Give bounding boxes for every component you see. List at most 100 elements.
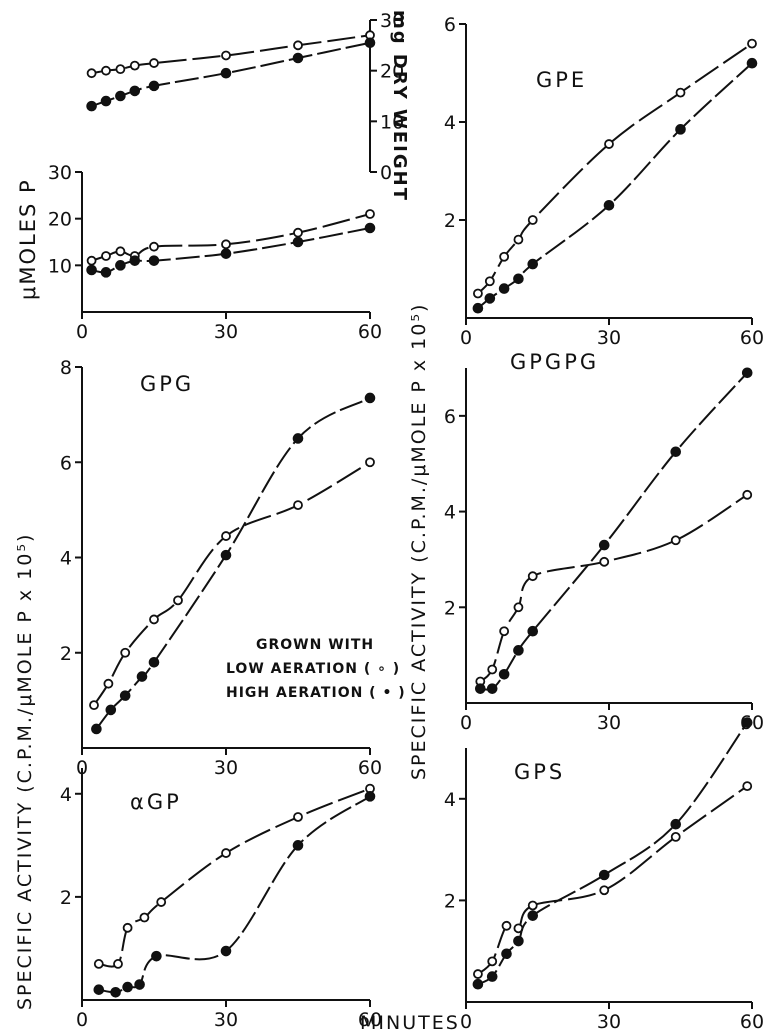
- umoles_p-point-high-aeration: [116, 261, 126, 271]
- agp-point-high-aeration: [123, 982, 133, 992]
- agp-point-high-aeration: [111, 987, 121, 997]
- agp-point-high-aeration: [221, 946, 231, 956]
- gpg-point-high-aeration: [92, 724, 102, 734]
- gpe-point-low-aeration: [474, 290, 482, 298]
- gpe-point-high-aeration: [604, 201, 614, 211]
- dry_weight-point-high-aeration: [365, 38, 375, 48]
- gps-point-high-aeration: [671, 819, 681, 829]
- gpe-point-high-aeration: [473, 303, 483, 313]
- gpg-point-low-aeration: [150, 615, 158, 623]
- gpg-point-low-aeration: [222, 532, 230, 540]
- agp-x-tick-label: 30: [214, 1009, 238, 1031]
- gpgpg-point-high-aeration: [514, 646, 524, 656]
- gps-point-low-aeration: [488, 957, 496, 965]
- gpe-point-low-aeration: [486, 277, 494, 285]
- umoles_p-y-tick-label: 20: [48, 209, 72, 231]
- gpe-x-tick-label: 0: [460, 327, 472, 349]
- gpgpg-y-tick-label: 4: [444, 502, 456, 524]
- gpgpg-point-low-aeration: [500, 627, 508, 635]
- agp-point-high-aeration: [152, 951, 162, 961]
- gps-point-high-aeration: [528, 911, 538, 921]
- dry_weight-point-low-aeration: [116, 65, 124, 73]
- umoles_p-point-low-aeration: [366, 210, 374, 218]
- umoles_p-point-low-aeration: [222, 240, 230, 248]
- umoles_p-point-high-aeration: [101, 268, 111, 278]
- umoles_p-x-tick-label: 30: [214, 321, 238, 343]
- gpg-point-low-aeration: [294, 501, 302, 509]
- gps-y-tick-label: 4: [444, 789, 456, 811]
- gpg-series-line-high-aeration: [96, 398, 370, 729]
- umoles_p-x-tick-label: 60: [358, 321, 382, 343]
- umoles_p-point-low-aeration: [294, 229, 302, 237]
- gpe-point-high-aeration: [528, 259, 538, 269]
- gps-point-low-aeration: [743, 782, 751, 790]
- gpg-x-tick-label: 60: [358, 757, 382, 779]
- gpgpg-x-tick-label: 0: [460, 712, 472, 734]
- umoles_p-point-high-aeration: [149, 256, 159, 266]
- gpg-point-low-aeration: [90, 701, 98, 709]
- gpe-series-line-high-aeration: [478, 63, 752, 308]
- gpgpg-point-high-aeration: [742, 368, 752, 378]
- gpe-y-tick-label: 6: [444, 14, 456, 36]
- gpgpg-point-high-aeration: [528, 626, 538, 636]
- agp-point-high-aeration: [293, 841, 303, 851]
- umoles_p-point-high-aeration: [130, 256, 140, 266]
- gpgpg-point-low-aeration: [514, 603, 522, 611]
- agp-y-tick-label: 4: [60, 784, 72, 806]
- agp-point-low-aeration: [294, 813, 302, 821]
- dry_weight-point-high-aeration: [87, 101, 97, 111]
- dry_weight-point-high-aeration: [293, 53, 303, 63]
- gpe-point-high-aeration: [485, 294, 495, 304]
- gpg-point-low-aeration: [121, 649, 129, 657]
- gpgpg-y-tick-label: 2: [444, 597, 456, 619]
- umoles_p-point-high-aeration: [87, 265, 97, 275]
- dry_weight-point-high-aeration: [116, 91, 126, 101]
- legend-title: GROWN WITH: [256, 637, 374, 653]
- umoles_p-point-high-aeration: [365, 223, 375, 233]
- umoles_p-point-high-aeration: [221, 249, 231, 259]
- agp-series-line-low-aeration: [99, 789, 370, 967]
- agp-x-tick-label: 0: [76, 1009, 88, 1031]
- umoles_p-point-high-aeration: [293, 237, 303, 247]
- dry_weight-point-high-aeration: [149, 81, 159, 91]
- gpgpg-point-high-aeration: [476, 684, 486, 694]
- gpg-point-low-aeration: [174, 596, 182, 604]
- gps-point-high-aeration: [473, 979, 483, 989]
- agp-series-line-high-aeration: [99, 796, 370, 992]
- gpe-point-low-aeration: [605, 140, 613, 148]
- gpg-y-tick-label: 8: [60, 357, 72, 379]
- gpe-point-low-aeration: [677, 89, 685, 97]
- gpe-point-low-aeration: [529, 216, 537, 224]
- gpe-point-high-aeration: [514, 274, 524, 284]
- umoles_p-point-low-aeration: [150, 243, 158, 251]
- gpg-point-high-aeration: [120, 691, 130, 701]
- gps-point-high-aeration: [599, 870, 609, 880]
- title-agp: αGP: [130, 790, 182, 814]
- gpgpg-series-line-high-aeration: [480, 373, 747, 690]
- gps-point-low-aeration: [474, 970, 482, 978]
- ylabel-specific-activity-left: SPECIFIC ACTIVITY (C.P.M./μMOLE P x 10⁵): [14, 533, 36, 1010]
- gpg-point-high-aeration: [149, 657, 159, 667]
- gpg-y-tick-label: 2: [60, 643, 72, 665]
- agp-y-tick-label: 2: [60, 887, 72, 909]
- gps-x-tick-label: 30: [597, 1011, 621, 1033]
- gpgpg-point-low-aeration: [600, 558, 608, 566]
- agp-point-low-aeration: [95, 960, 103, 968]
- gps-point-high-aeration: [502, 949, 512, 959]
- umoles_p-point-low-aeration: [102, 252, 110, 260]
- ylabel-umoles-p: μMOLES P: [16, 178, 40, 300]
- gpgpg-point-high-aeration: [599, 540, 609, 550]
- umoles_p-series-line-high-aeration: [92, 228, 370, 272]
- x-axis-title: MINUTES: [360, 1012, 460, 1034]
- gpe-point-low-aeration: [500, 253, 508, 261]
- gps-point-high-aeration: [487, 972, 497, 982]
- gps-y-tick-label: 2: [444, 890, 456, 912]
- legend-high-aeration: HIGH AERATION ( • ): [226, 685, 406, 701]
- title-gpe: GPE: [536, 68, 587, 92]
- gpgpg-point-low-aeration: [743, 491, 751, 499]
- dry_weight-point-low-aeration: [150, 59, 158, 67]
- gpg-y-tick-label: 4: [60, 548, 72, 570]
- gpe-x-tick-label: 60: [740, 327, 764, 349]
- agp-point-low-aeration: [157, 898, 165, 906]
